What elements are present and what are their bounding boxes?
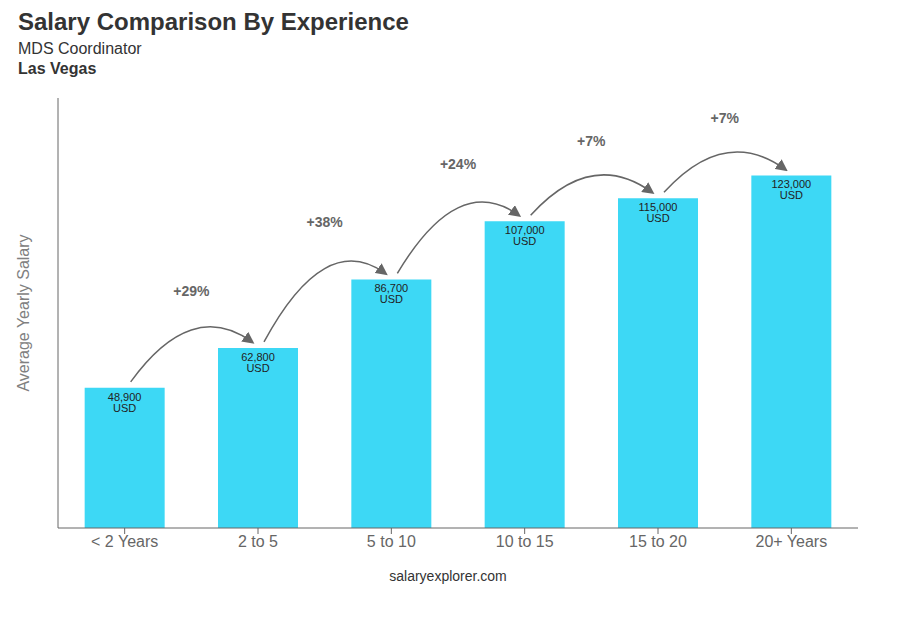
svg-text:+7%: +7% <box>577 133 606 149</box>
svg-text:15 to 20: 15 to 20 <box>629 533 687 550</box>
svg-text:62,800USD: 62,800USD <box>241 351 275 374</box>
svg-text:48,900USD: 48,900USD <box>108 391 142 414</box>
svg-text:123,000USD: 123,000USD <box>771 178 811 201</box>
html-text:MDS Coordinator: MDS Coordinator <box>18 40 142 57</box>
svg-text:86,700USD: 86,700USD <box>375 282 409 305</box>
svg-text:< 2 Years: < 2 Years <box>91 533 158 550</box>
html-text:Las Vegas: Las Vegas <box>18 60 97 77</box>
svg-text:107,000USD: 107,000USD <box>505 224 545 247</box>
svg-text:10 to 15: 10 to 15 <box>496 533 554 550</box>
svg-text:+29%: +29% <box>173 283 210 299</box>
svg-text:+24%: +24% <box>440 156 477 172</box>
svg-text:+7%: +7% <box>710 110 739 126</box>
html-text:salaryexplorer.com: salaryexplorer.com <box>389 568 507 584</box>
svg-text:5 to 10: 5 to 10 <box>367 533 416 550</box>
svg-text:20+ Years: 20+ Years <box>756 533 828 550</box>
svg-text:+38%: +38% <box>307 214 344 230</box>
html-text:Salary Comparison By Experienc: Salary Comparison By Experience <box>18 8 409 35</box>
svg-text:Average Yearly Salary: Average Yearly Salary <box>15 234 32 391</box>
svg-text:115,000USD: 115,000USD <box>639 201 678 224</box>
svg-text:2 to 5: 2 to 5 <box>238 533 278 550</box>
